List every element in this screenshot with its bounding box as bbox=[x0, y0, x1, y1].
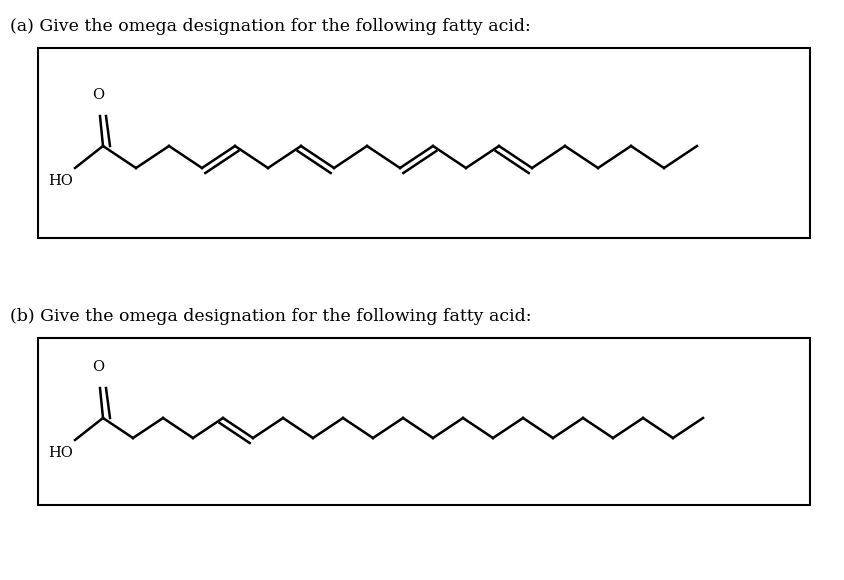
Text: HO: HO bbox=[48, 174, 73, 188]
Text: O: O bbox=[92, 360, 104, 374]
Text: (a) Give the omega designation for the following fatty acid:: (a) Give the omega designation for the f… bbox=[10, 18, 531, 35]
Bar bbox=[38, 48, 810, 238]
Bar bbox=[38, 338, 810, 505]
Text: O: O bbox=[92, 88, 104, 102]
Text: HO: HO bbox=[48, 446, 73, 460]
Text: (b) Give the omega designation for the following fatty acid:: (b) Give the omega designation for the f… bbox=[10, 308, 532, 325]
